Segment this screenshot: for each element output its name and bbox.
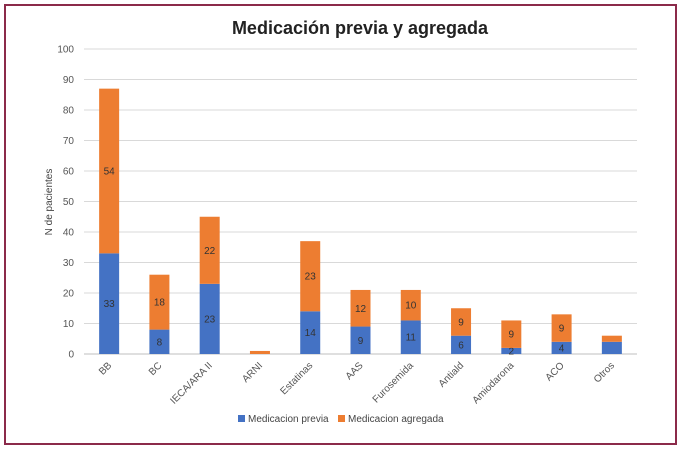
data-label: 9 [358,336,364,347]
bar-segment-agregada [149,274,170,330]
data-label: 23 [204,314,216,325]
legend-swatch [338,415,345,422]
data-label: 18 [154,298,166,309]
x-tick-label: BC [147,360,165,378]
y-axis-ticks: 0 10 20 30 40 50 60 70 80 90 100 [57,45,74,361]
data-label: 54 [104,167,116,178]
data-label: 9 [559,324,565,335]
x-tick-label: AAS [344,360,366,382]
bar-segment-agregada [501,320,522,348]
x-tick-label: IECA/ARA II [169,360,215,406]
x-tick-label: Furosemida [371,360,416,405]
data-label: 4 [559,343,565,354]
bar-segment-previa [601,341,622,354]
bar-segment-previa [551,341,572,354]
bar-segment-agregada [551,314,572,342]
bar-segment-agregada [249,350,270,354]
y-tick-label: 20 [63,289,75,300]
bar-segment-previa [451,335,472,354]
data-label: 9 [458,317,464,328]
chart-title: Medicación previa y agregada [232,18,489,38]
x-axis-ticks: BB BC IECA/ARA II ARNI Estatinas AAS Furosemid… [97,360,617,407]
legend: Medicacion previa Medicacion agregada [238,414,444,425]
data-label: 10 [405,301,417,312]
y-tick-label: 70 [63,136,75,147]
x-tick-label: BB [97,360,114,377]
y-tick-label: 80 [63,106,75,117]
bar-segment-previa [350,326,371,354]
y-tick-label: 0 [68,350,74,361]
x-tick-label: Otros [592,360,617,385]
data-label: 9 [509,330,515,341]
y-tick-label: 40 [63,228,75,239]
data-label: 2 [509,346,515,357]
y-tick-label: 100 [57,45,74,56]
data-label: 11 [406,333,417,344]
bar-segment-previa [300,311,321,354]
bar-segment-agregada [199,216,220,284]
legend-swatch [238,415,245,422]
y-tick-label: 30 [63,258,75,269]
x-tick-label: ACO [544,360,567,383]
x-tick-label: Estatinas [278,360,315,397]
legend-label: Medicacion previa [248,414,329,425]
data-label: 23 [305,272,317,283]
gridlines [84,48,637,355]
data-label: 12 [355,304,367,315]
y-tick-label: 10 [63,319,75,330]
bar-segment-previa [149,329,170,354]
data-label: 8 [157,337,163,348]
bars: 33 54 8 18 23 22 14 23 9 12 11 10 6 9 2 9 4 9 [99,88,622,357]
bar-segment-previa [400,320,421,354]
bar-segment-agregada [451,308,472,336]
x-tick-label: ARNI [240,360,265,385]
bar-segment-agregada [350,289,371,327]
data-label: 22 [204,246,216,257]
data-label: 33 [104,299,116,310]
data-label: 6 [458,340,464,351]
x-tick-label: Amiodarona [471,360,517,406]
bar-segment-agregada [300,241,321,312]
y-tick-label: 50 [63,197,75,208]
legend-label: Medicacion agregada [348,414,444,425]
y-tick-label: 90 [63,75,75,86]
bar-segment-previa [199,283,220,354]
bar-segment-agregada [400,289,421,321]
x-tick-label: Antiald [437,360,466,389]
bar-segment-agregada [99,88,120,254]
bar-segment-previa [99,253,120,354]
data-label: 14 [305,328,317,339]
bar-segment-previa [501,347,522,354]
y-tick-label: 60 [63,167,75,178]
bar-segment-agregada [601,335,622,342]
y-axis-label: N de pacientes [44,169,55,236]
